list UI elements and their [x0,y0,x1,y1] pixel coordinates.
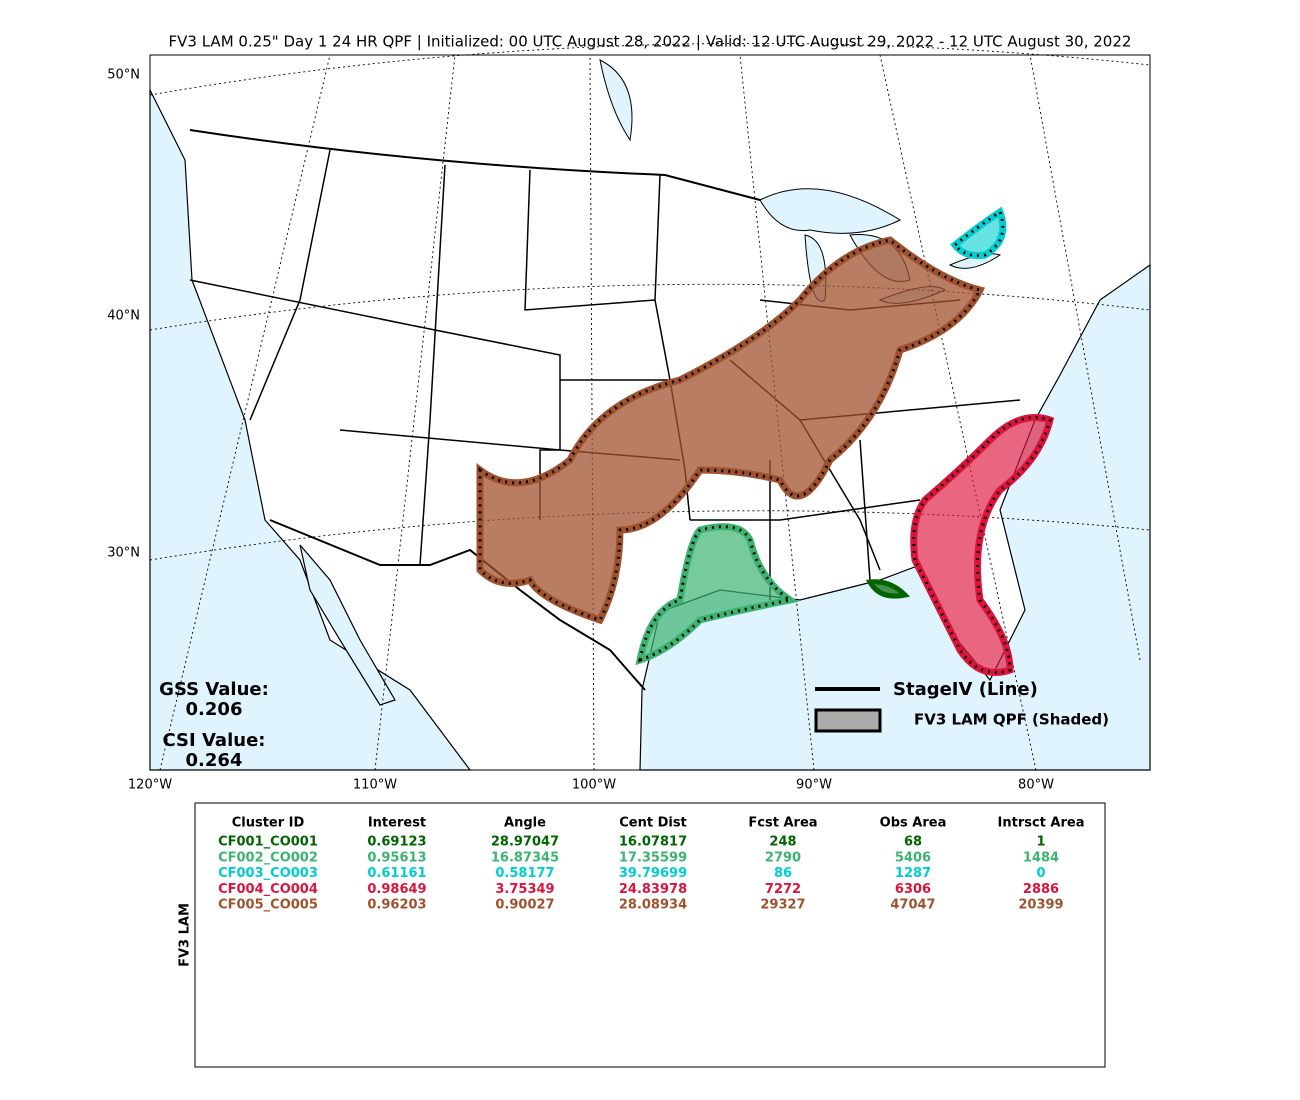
table-cell: CF003_CO003 [218,866,318,881]
state-lines [189,149,1021,600]
table-cell: CF004_CO004 [218,882,318,897]
lon-label: 80°W [1018,778,1054,793]
csi-label: CSI Value: [163,730,266,751]
table-cell: 2790 [765,850,801,865]
lake-superior [759,188,902,234]
table-cell: 0 [1036,866,1045,881]
table-cell: CF001_CO001 [218,835,318,850]
cluster-1 [865,579,911,599]
table-cell: 0.61161 [367,866,426,881]
table-cell: 20399 [1018,898,1063,913]
map [149,42,1151,771]
column-header: Interest [368,816,426,831]
table-cell: 6306 [895,882,931,897]
lon-label: 110°W [353,778,397,793]
table-cell: 0.95613 [367,850,426,865]
lake-winnipeg [599,59,633,142]
table-cell: 28.08934 [619,898,687,913]
table-cell: 0.58177 [495,866,554,881]
table-cell: 7272 [765,882,801,897]
column-header: Cluster ID [232,816,305,831]
table-cell: 0.69123 [367,835,426,850]
table-cell: 2886 [1023,882,1059,897]
legend-shaded-swatch [814,708,882,733]
cluster-5-outline [478,238,983,622]
table-cell: 1287 [895,866,931,881]
table-cell: CF002_CO002 [218,850,318,865]
table-cell: 16.87345 [491,850,559,865]
map-frame [149,54,1151,771]
table-cell: 1 [1036,835,1045,850]
lat-label: 30°N [107,546,140,561]
legend-line-label: StageIV (Line) [893,679,1038,700]
table-cell: 17.35599 [619,850,687,865]
legend-shaded-label: FV3 LAM QPF (Shaded) [914,711,1109,729]
cluster-3-outline [952,209,1005,257]
table-cell: 28.97047 [491,835,559,850]
lat-label: 40°N [107,309,140,324]
column-header: Obs Area [880,816,947,831]
lon-label: 120°W [128,778,172,793]
table-side-label: FV3 LAM [178,903,193,967]
gulf-of-california [299,544,396,706]
title: FV3 LAM 0.25" Day 1 24 HR QPF | Initiali… [169,33,1132,51]
table-cell: 1484 [1023,850,1059,865]
table-frame [194,802,1106,1068]
table-cell: 29327 [760,898,805,913]
table-cell: 5406 [895,850,931,865]
table-cell: 248 [769,835,796,850]
column-header: Cent Dist [619,816,687,831]
table-cell: 16.07817 [619,835,687,850]
lat-label: 50°N [107,68,140,83]
gss-value: 0.206 [186,699,243,720]
column-header: Fcst Area [748,816,817,831]
table-cell: 68 [904,835,922,850]
table-cell: 3.75349 [495,882,554,897]
lon-label: 100°W [572,778,616,793]
cluster-2-outline [638,525,794,663]
table-cell: CF005_CO005 [218,898,318,913]
table-cell: 0.96203 [367,898,426,913]
gss-label: GSS Value: [159,679,269,700]
column-header: Angle [504,816,546,831]
column-header: Intrsct Area [998,816,1085,831]
clusters [476,206,1055,676]
table-cell: 39.79699 [619,866,687,881]
table-cell: 0.90027 [495,898,554,913]
lon-label: 90°W [796,778,832,793]
table-cell: 47047 [890,898,935,913]
csi-value: 0.264 [186,750,243,771]
table-cell: 0.98649 [367,882,426,897]
table-cell: 24.83978 [619,882,687,897]
table-cell: 86 [774,866,792,881]
